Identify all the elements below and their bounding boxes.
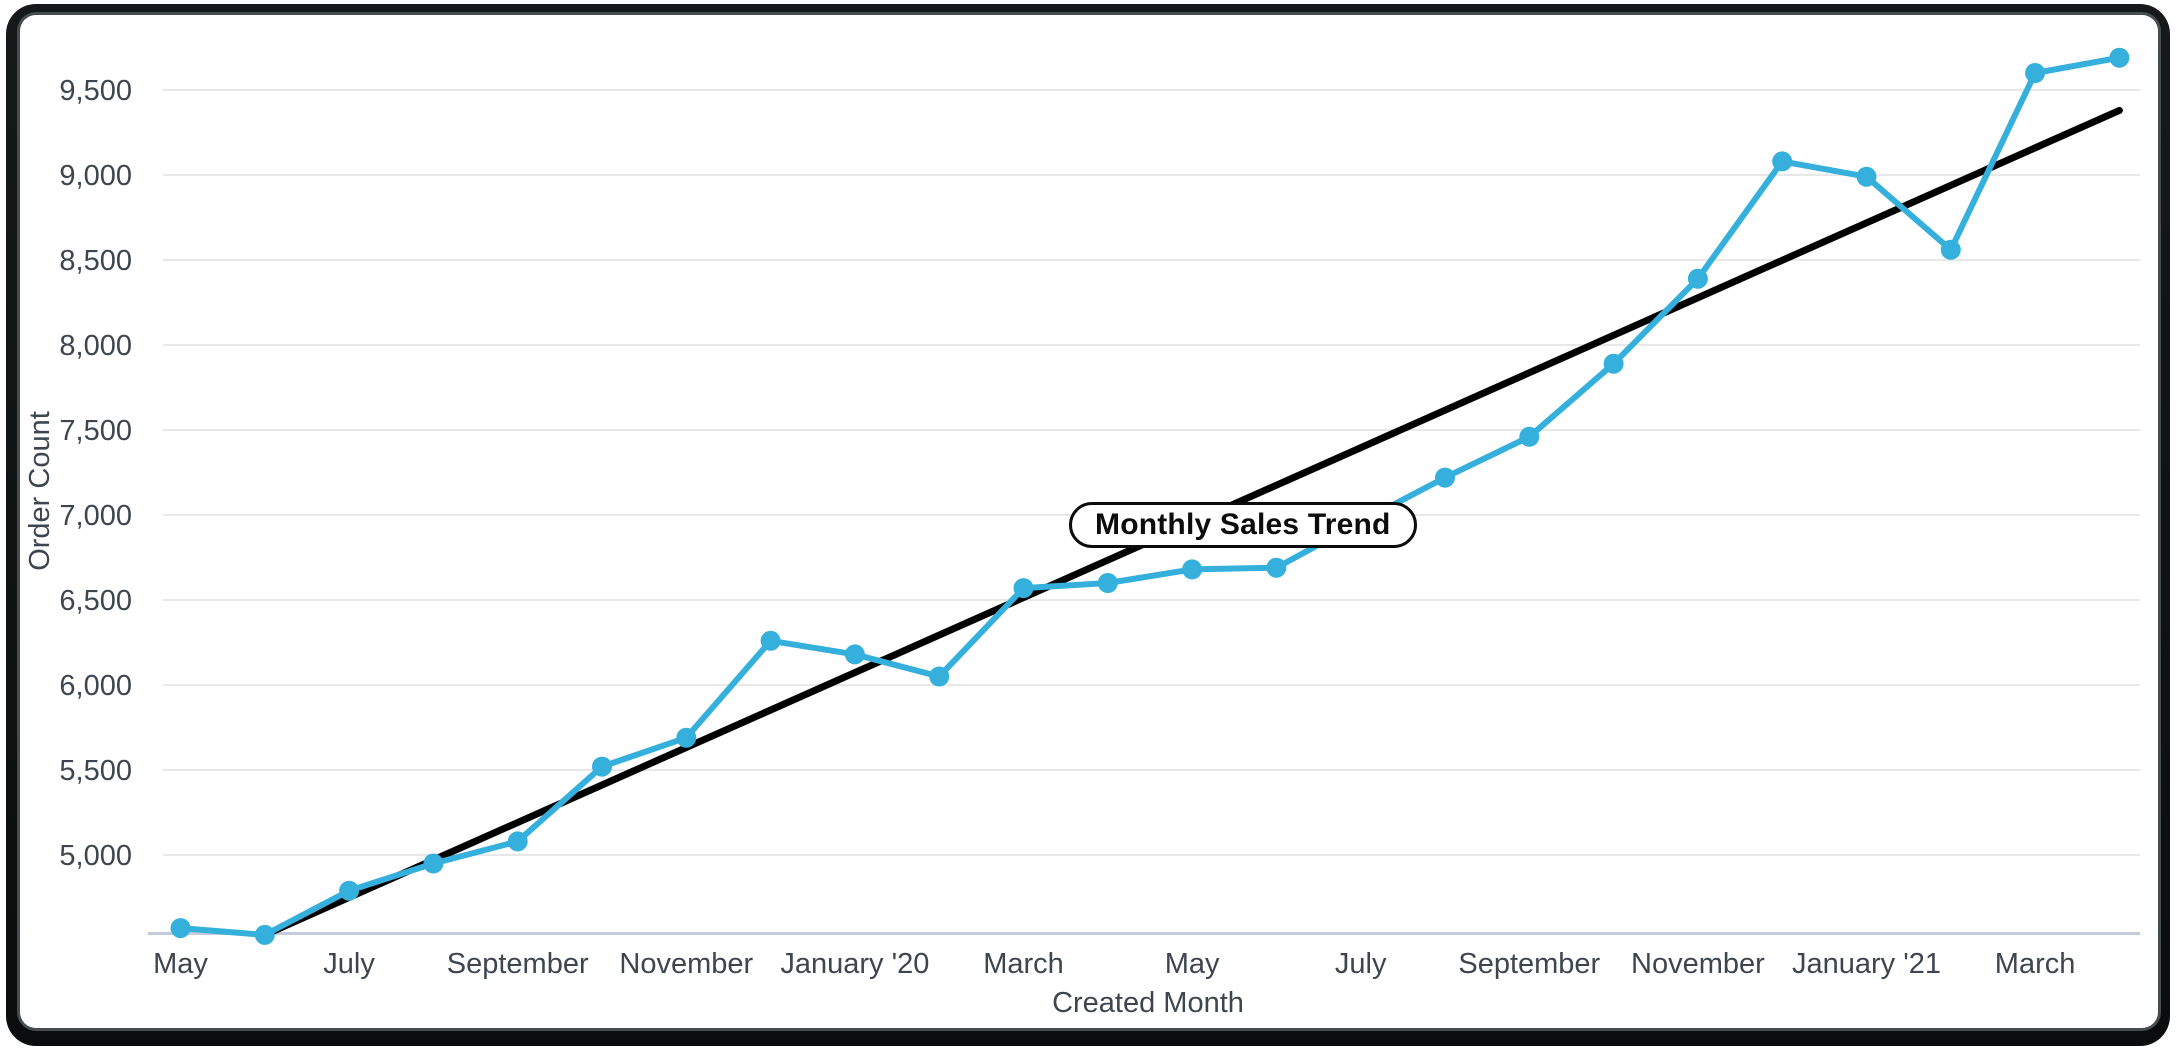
- data-point[interactable]: [1097, 573, 1118, 593]
- data-point[interactable]: [1182, 559, 1203, 580]
- data-point[interactable]: [2109, 47, 2130, 68]
- y-axis-title: Order Count: [23, 411, 56, 571]
- data-point[interactable]: [1519, 426, 1540, 447]
- data-point[interactable]: [1856, 166, 1877, 187]
- data-point[interactable]: [170, 918, 191, 939]
- trend-annotation-label: Monthly Sales Trend: [1095, 508, 1391, 541]
- data-point[interactable]: [592, 756, 612, 777]
- data-point[interactable]: [1435, 467, 1455, 488]
- data-point[interactable]: [254, 924, 275, 945]
- trend-annotation-pill: Monthly Sales Trend: [1069, 502, 1417, 548]
- data-point[interactable]: [423, 853, 444, 874]
- data-point[interactable]: [507, 831, 528, 852]
- data-point[interactable]: [1013, 578, 1034, 599]
- data-point[interactable]: [1687, 268, 1708, 289]
- data-point[interactable]: [1603, 353, 1624, 374]
- data-point[interactable]: [760, 630, 781, 651]
- data-point[interactable]: [929, 666, 950, 687]
- data-point[interactable]: [1772, 151, 1793, 172]
- x-axis-title: Created Month: [1052, 986, 1244, 1019]
- data-point[interactable]: [1940, 239, 1961, 260]
- data-point[interactable]: [2025, 63, 2046, 83]
- data-point[interactable]: [339, 880, 360, 901]
- data-point[interactable]: [676, 727, 697, 748]
- data-point[interactable]: [1266, 557, 1287, 578]
- data-point[interactable]: [844, 644, 865, 665]
